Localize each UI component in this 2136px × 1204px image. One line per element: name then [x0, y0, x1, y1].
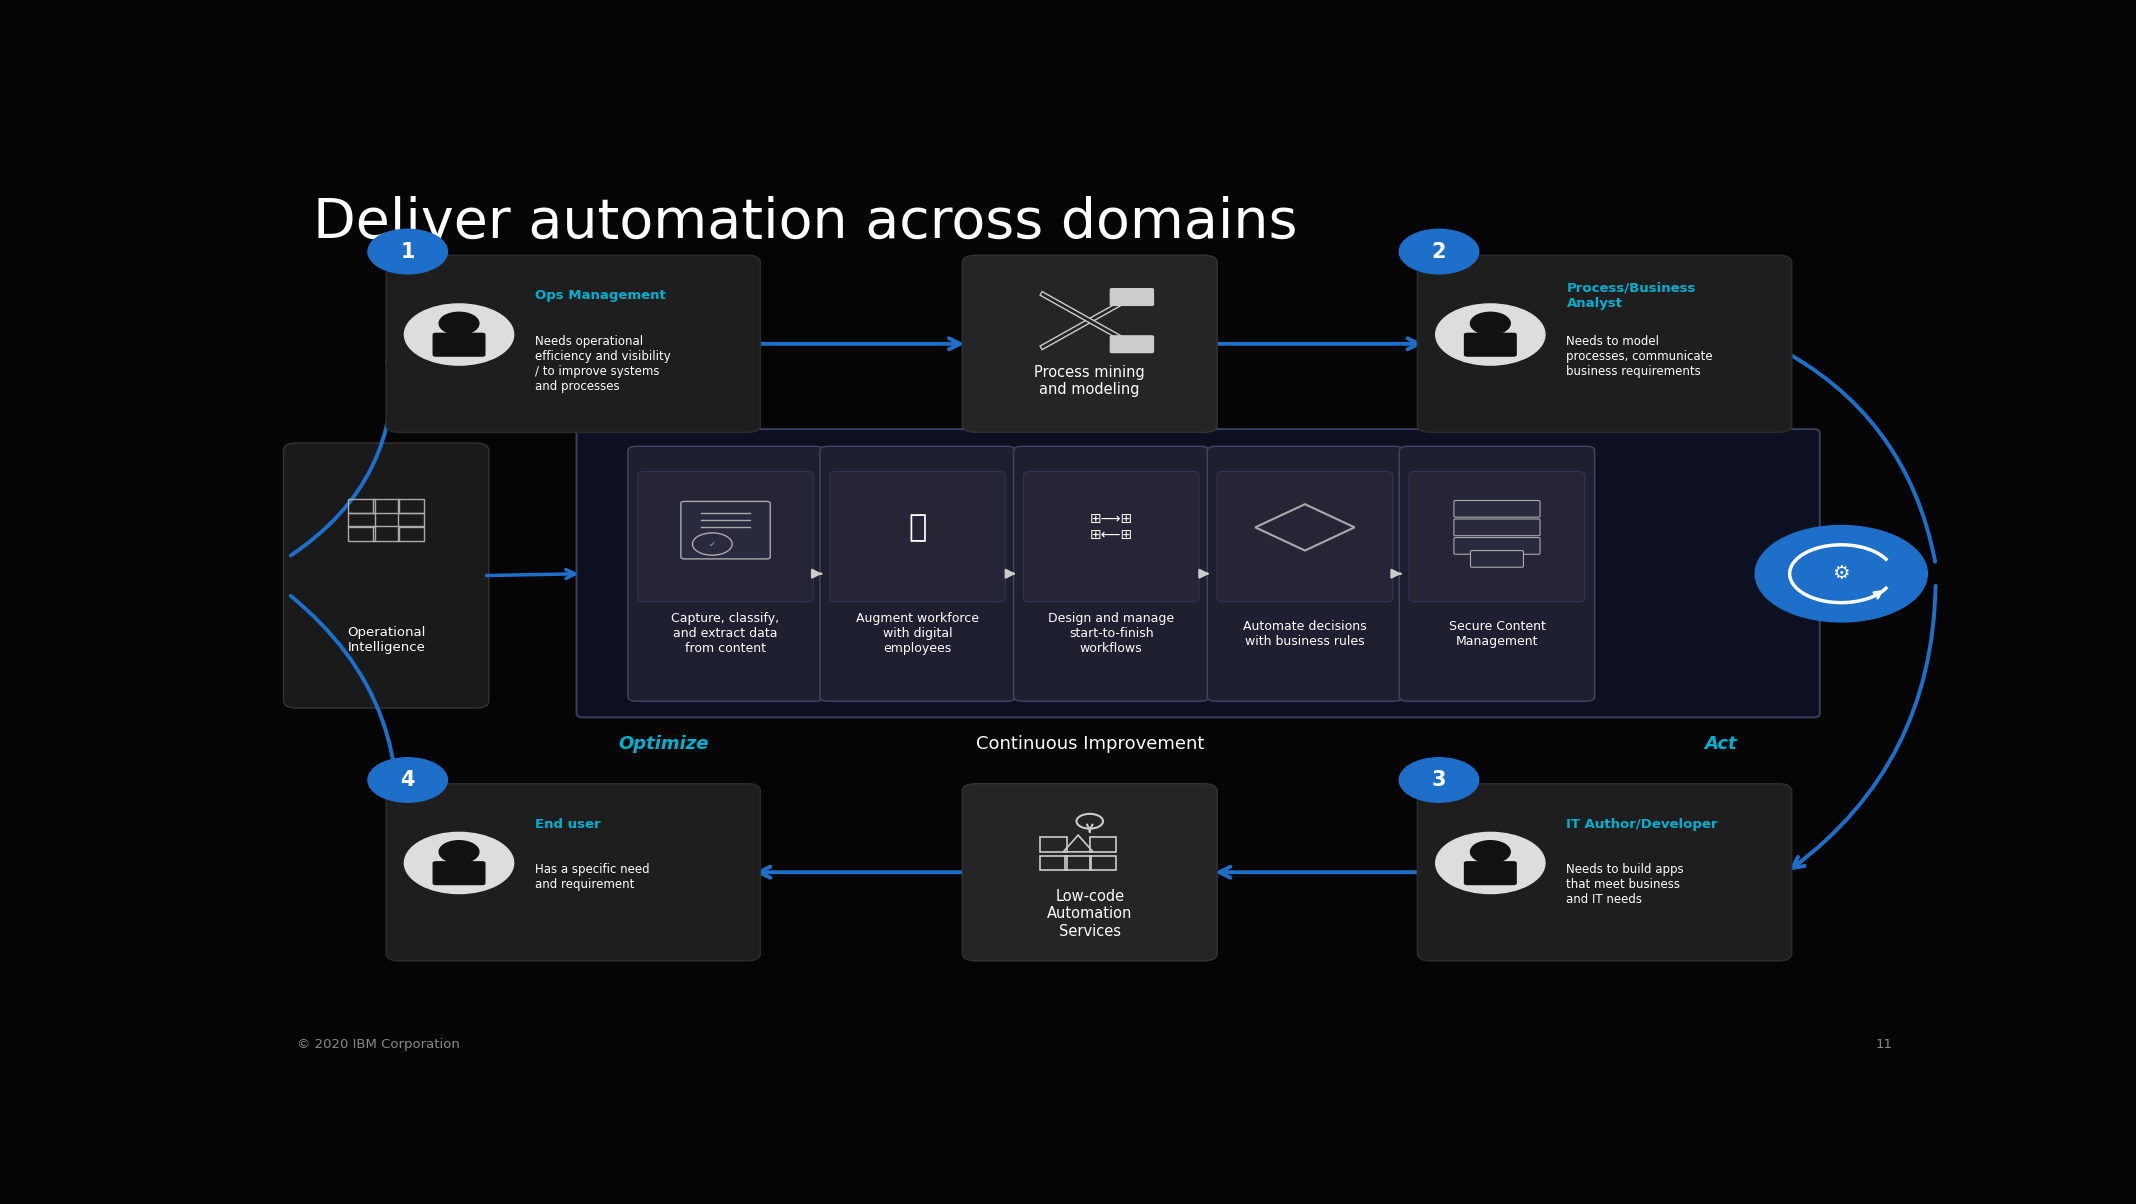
Text: IT Author/Developer: IT Author/Developer [1566, 818, 1717, 831]
Text: ⊞⟶⊞
⊞⟵⊞: ⊞⟶⊞ ⊞⟵⊞ [1089, 512, 1132, 543]
FancyBboxPatch shape [387, 784, 760, 961]
FancyBboxPatch shape [1111, 336, 1153, 353]
FancyBboxPatch shape [577, 429, 1820, 718]
FancyBboxPatch shape [1455, 537, 1540, 554]
Text: Augment workforce
with digital
employees: Augment workforce with digital employees [857, 613, 978, 655]
Text: Ops Management: Ops Management [536, 289, 666, 302]
FancyBboxPatch shape [681, 501, 771, 559]
Text: Needs to build apps
that meet business
and IT needs: Needs to build apps that meet business a… [1566, 863, 1683, 905]
FancyBboxPatch shape [1455, 519, 1540, 536]
Text: Low-code
Automation
Services: Low-code Automation Services [1047, 889, 1132, 939]
FancyBboxPatch shape [961, 784, 1218, 961]
Text: Operational
Intelligence: Operational Intelligence [346, 626, 425, 655]
Circle shape [367, 229, 446, 273]
Circle shape [1399, 229, 1478, 273]
Circle shape [1470, 312, 1510, 335]
FancyBboxPatch shape [1399, 447, 1596, 701]
Text: 11: 11 [1875, 1038, 1892, 1051]
Text: Needs to model
processes, communicate
business requirements: Needs to model processes, communicate bu… [1566, 335, 1713, 378]
FancyBboxPatch shape [1470, 550, 1523, 567]
Text: Discover: Discover [617, 386, 705, 405]
Text: Deliver automation across domains: Deliver automation across domains [314, 195, 1299, 249]
FancyBboxPatch shape [431, 861, 485, 885]
Circle shape [1399, 757, 1478, 802]
Circle shape [440, 312, 478, 335]
FancyBboxPatch shape [387, 255, 760, 432]
Text: Decide: Decide [1668, 386, 1737, 405]
Text: 🤖: 🤖 [908, 513, 927, 542]
Text: Process mining
and modeling: Process mining and modeling [1034, 365, 1145, 397]
FancyBboxPatch shape [1418, 784, 1792, 961]
Text: © 2020 IBM Corporation: © 2020 IBM Corporation [297, 1038, 459, 1051]
FancyBboxPatch shape [1463, 332, 1517, 356]
FancyBboxPatch shape [1455, 501, 1540, 518]
FancyBboxPatch shape [1023, 472, 1198, 602]
Text: Design and manage
start-to-finish
workflows: Design and manage start-to-finish workfl… [1049, 613, 1175, 655]
FancyBboxPatch shape [639, 472, 814, 602]
Circle shape [440, 840, 478, 863]
Text: Capture, classify,
and extract data
from content: Capture, classify, and extract data from… [671, 613, 780, 655]
Text: ⚙: ⚙ [1833, 565, 1850, 583]
FancyBboxPatch shape [284, 443, 489, 708]
Text: Has a specific need
and requirement: Has a specific need and requirement [536, 863, 649, 891]
Text: Secure Content
Management: Secure Content Management [1448, 620, 1546, 648]
Text: ✓: ✓ [709, 539, 716, 549]
Circle shape [1756, 525, 1927, 622]
Circle shape [1470, 840, 1510, 863]
Text: Needs operational
efficiency and visibility
/ to improve systems
and processes: Needs operational efficiency and visibil… [536, 335, 671, 393]
FancyBboxPatch shape [1207, 447, 1403, 701]
Text: 2: 2 [1431, 242, 1446, 261]
Text: Connected enterprise: Connected enterprise [991, 386, 1188, 405]
Text: End user: End user [536, 818, 600, 831]
Circle shape [1435, 832, 1544, 893]
Circle shape [404, 832, 513, 893]
FancyBboxPatch shape [1410, 472, 1585, 602]
FancyBboxPatch shape [1015, 447, 1209, 701]
Text: Act: Act [1705, 734, 1737, 752]
FancyBboxPatch shape [431, 332, 485, 356]
Circle shape [1435, 303, 1544, 365]
Text: Optimize: Optimize [617, 734, 709, 752]
Text: 1: 1 [399, 242, 414, 261]
FancyBboxPatch shape [1463, 861, 1517, 885]
Text: Automate decisions
with business rules: Automate decisions with business rules [1243, 620, 1367, 648]
FancyBboxPatch shape [961, 255, 1218, 432]
Text: Continuous Improvement: Continuous Improvement [976, 734, 1205, 752]
Text: 4: 4 [399, 771, 414, 790]
FancyBboxPatch shape [820, 447, 1015, 701]
Circle shape [367, 757, 446, 802]
FancyBboxPatch shape [628, 447, 822, 701]
Text: 3: 3 [1431, 771, 1446, 790]
FancyBboxPatch shape [1418, 255, 1792, 432]
FancyBboxPatch shape [1111, 289, 1153, 306]
Text: Process/Business
Analyst: Process/Business Analyst [1566, 282, 1696, 309]
FancyBboxPatch shape [831, 472, 1006, 602]
Circle shape [404, 303, 513, 365]
FancyBboxPatch shape [1218, 472, 1393, 602]
